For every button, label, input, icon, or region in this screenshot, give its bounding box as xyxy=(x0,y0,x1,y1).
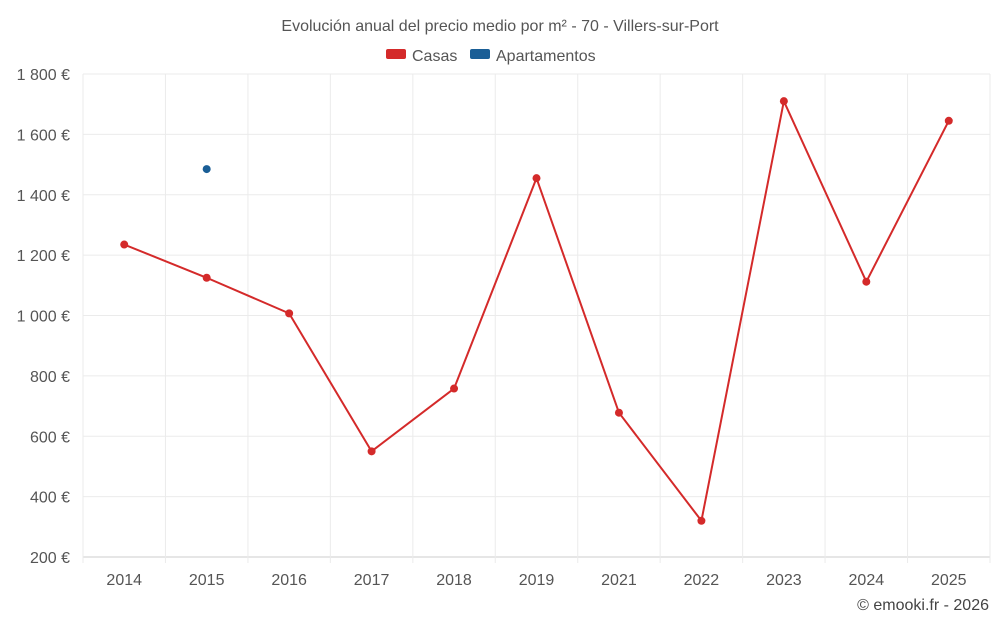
legend: Casas Apartamentos xyxy=(386,48,596,65)
x-tick-label: 2014 xyxy=(106,572,142,589)
data-point-casas[interactable] xyxy=(120,240,129,249)
x-axis-ticks: 2014 2015 2016 2017 2018 2019 2021 2022 2023 2024… xyxy=(106,572,966,589)
legend-label-apartamentos[interactable]: Apartamentos xyxy=(496,48,596,65)
y-tick-label: 1 800 € xyxy=(17,67,70,84)
x-tick-label: 2021 xyxy=(601,572,637,589)
data-point-casas[interactable] xyxy=(285,309,294,318)
data-point-apartamentos[interactable] xyxy=(202,165,211,174)
legend-swatch-apartamentos[interactable] xyxy=(470,49,490,59)
data-point-casas[interactable] xyxy=(202,273,211,282)
y-tick-label: 1 600 € xyxy=(17,127,70,144)
y-tick-label: 600 € xyxy=(30,429,70,446)
x-tick-label: 2025 xyxy=(931,572,967,589)
data-point-casas[interactable] xyxy=(779,97,788,106)
x-tick-label: 2015 xyxy=(189,572,225,589)
data-point-casas[interactable] xyxy=(944,116,953,125)
chart-title: Evolución anual del precio medio por m² … xyxy=(281,18,719,35)
data-point-casas[interactable] xyxy=(862,277,871,286)
series-layer xyxy=(120,97,953,525)
x-tick-label: 2023 xyxy=(766,572,802,589)
x-tick-label: 2019 xyxy=(519,572,555,589)
data-point-casas[interactable] xyxy=(367,447,376,456)
data-point-casas[interactable] xyxy=(532,174,541,183)
data-point-casas[interactable] xyxy=(614,408,623,417)
y-tick-label: 800 € xyxy=(30,369,70,386)
legend-swatch-casas[interactable] xyxy=(386,49,406,59)
legend-label-casas[interactable]: Casas xyxy=(412,48,457,65)
credit-text: © emooki.fr - 2026 xyxy=(857,597,989,614)
y-tick-label: 400 € xyxy=(30,490,70,507)
x-tick-label: 2016 xyxy=(271,572,307,589)
y-axis-ticks: 200 € 400 € 600 € 800 € 1 000 € 1 200 € 1 400 … xyxy=(17,67,70,567)
data-point-casas[interactable] xyxy=(697,516,706,525)
y-tick-label: 1 200 € xyxy=(17,248,70,265)
y-tick-label: 1 400 € xyxy=(17,188,70,205)
grid xyxy=(82,73,991,563)
y-tick-label: 1 000 € xyxy=(17,309,70,326)
data-point-casas[interactable] xyxy=(450,384,459,393)
x-tick-label: 2018 xyxy=(436,572,472,589)
x-tick-label: 2024 xyxy=(849,572,885,589)
y-tick-label: 200 € xyxy=(30,550,70,567)
x-tick-label: 2017 xyxy=(354,572,390,589)
x-tick-label: 2022 xyxy=(684,572,720,589)
